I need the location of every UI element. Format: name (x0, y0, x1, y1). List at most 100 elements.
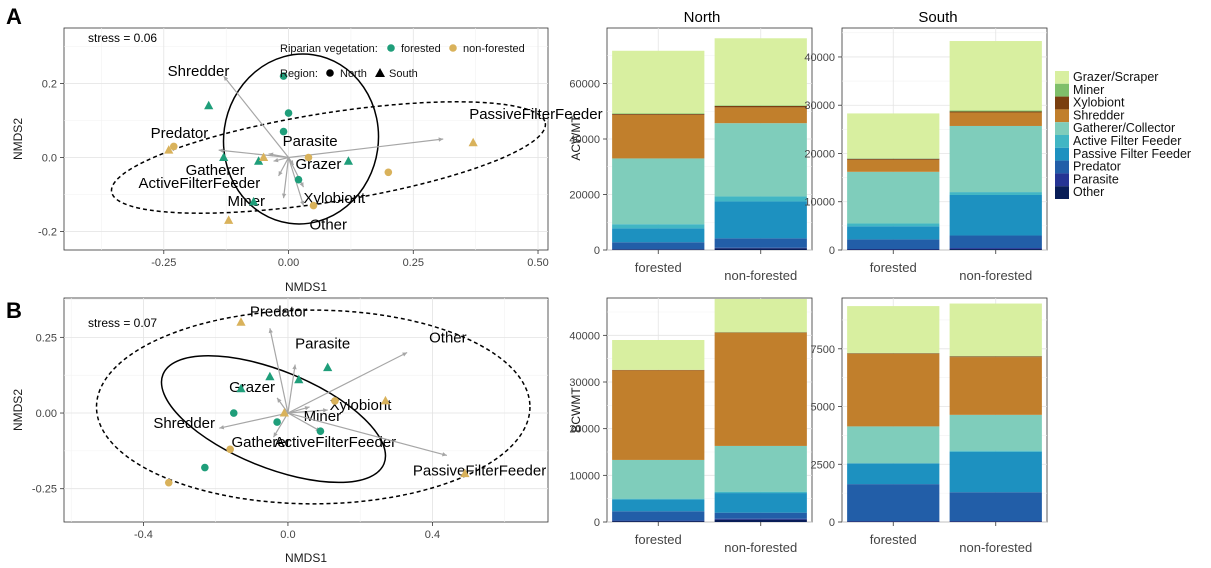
bar-segment-parasite (714, 247, 807, 249)
x-axis-title-a: NMDS1 (285, 280, 327, 294)
vector-xylobiont-head (299, 182, 304, 188)
vector-label-parasite: Parasite (283, 133, 338, 150)
legend-label-active-filter-feeder: Active Filter Feeder (1073, 134, 1181, 148)
bar-segment-xylobiont (612, 114, 705, 115)
bar-segment-active-filter-feeder (714, 196, 807, 202)
vector-shredder-arrow (219, 412, 289, 429)
site-point (309, 201, 318, 210)
site-point (279, 127, 288, 136)
site-point (258, 152, 269, 161)
x-tick-label: forested (635, 532, 682, 547)
site-point (204, 100, 214, 110)
bar-chart-a-south: 0 10000 20000 30000 40000 forested non-foreste… (804, 27, 1048, 283)
legend-swatch-xylobiont (1055, 96, 1069, 110)
nmds-b-points (164, 317, 470, 487)
nonforested-ellipse (110, 101, 547, 214)
nmds-b-vectors: Predator Parasite Other Grazer Xylobiont Shre… (153, 303, 546, 479)
legend-forested-label: forested (401, 43, 441, 55)
bar-segment-xylobiont (949, 111, 1042, 113)
legend-label-passive-filter-feeder: Passive Filter Feeder (1073, 147, 1191, 161)
bar-segment-shredder (847, 353, 940, 427)
y-tick-label: -0.25 (32, 484, 57, 496)
site-point (316, 427, 325, 435)
site-point (294, 374, 304, 384)
site-point (253, 156, 264, 165)
y-tick-label: -0.2 (38, 227, 57, 239)
bar-segment-active-filter-feeder (949, 450, 1042, 452)
x-tick-label: non-forested (724, 268, 797, 283)
legend-label-shredder: Shredder (1073, 108, 1124, 122)
y-tick-label: 0.00 (36, 408, 57, 420)
nmds-a-ticks: -0.25 0.00 0.25 0.50 -0.2 0.0 0.2 (38, 79, 549, 270)
bar-segment-predator (612, 242, 705, 250)
legend-north-label: North (340, 68, 367, 80)
bar-segment-shredder (612, 114, 705, 159)
legend-swatch-parasite (1055, 173, 1069, 187)
site-point (219, 152, 229, 161)
x-tick-label: 0.4 (425, 529, 440, 541)
site-point (265, 371, 275, 381)
vector-predator-arrow (218, 149, 289, 159)
vector-label-miner: Miner (304, 408, 342, 425)
bar-segment-xylobiont (949, 356, 1042, 358)
vector-passivefilterfeeder-arrow (287, 412, 448, 456)
y-tick-label: 20000 (804, 148, 835, 160)
bar-segment-shredder (949, 357, 1042, 415)
site-point (226, 445, 234, 454)
bar-segment-miner (714, 105, 807, 106)
forested-ellipse (222, 53, 380, 225)
vector-parasite-arrow (287, 364, 296, 414)
y-tick-label: 0.0 (42, 153, 57, 165)
y-tick-label: 60000 (569, 79, 600, 91)
site-point (201, 463, 209, 472)
vector-label-passivefilterfeeder: PassiveFilterFeeder (413, 462, 546, 479)
y-tick-label: 40000 (569, 134, 600, 146)
nonforested-ellipse (95, 309, 531, 505)
y-tick-label: 30000 (569, 377, 600, 389)
vector-predator-arrow (269, 328, 289, 414)
vector-label-grazer: Grazer (296, 156, 342, 173)
legend-region: Region: North South (280, 68, 418, 80)
bar-segment-shredder (714, 333, 807, 446)
functional-group-legend: Grazer/ScraperMinerXylobiontShredderGath… (1055, 70, 1191, 199)
y-tick-label: 10000 (804, 197, 835, 209)
stress-label-a: stress = 0.06 (88, 31, 157, 45)
legend-nonforested-label: non-forested (463, 43, 525, 55)
legend-swatch-shredder (1055, 109, 1069, 123)
vector-activefilterfeeder-arrow (287, 412, 321, 432)
vector-passivefilterfeeder-head (438, 137, 444, 142)
legend-forested-marker (387, 44, 395, 52)
bar-segment-shredder (949, 112, 1042, 126)
bar-segment-predator (714, 512, 807, 519)
vector-parasite-head (292, 364, 297, 370)
facet-title-north: North (684, 9, 721, 26)
bar-segment-gatherer-collector (612, 158, 705, 225)
site-point (304, 153, 313, 162)
bar-segment-grazer-scraper (847, 113, 940, 159)
x-tick-label: 0.50 (527, 257, 548, 269)
bar-segment-gatherer-collector (949, 125, 1042, 193)
vector-miner-head (304, 406, 310, 411)
y-tick-label: 0 (594, 517, 600, 529)
x-tick-label: forested (870, 532, 917, 547)
site-point (236, 383, 246, 393)
bar-segment-xylobiont (847, 158, 940, 160)
bar-segment-shredder (714, 107, 807, 124)
vector-label-parasite: Parasite (295, 336, 350, 353)
nmds-a-grid (64, 28, 548, 250)
legend-label-other: Other (1073, 185, 1104, 199)
site-point (236, 317, 246, 326)
vector-label-activefilterfeeder: ActiveFilterFeeder (274, 434, 396, 451)
nmds-a-ellipses (110, 53, 547, 225)
bar-segment-shredder (612, 370, 705, 460)
bar-segment-grazer-scraper (949, 41, 1042, 111)
vector-shredder-arrow (223, 75, 290, 158)
bar-segment-grazer-scraper (612, 50, 705, 114)
bar-segment-grazer-scraper (612, 340, 705, 370)
vector-label-grazer: Grazer (229, 379, 275, 396)
y-tick-label: 7500 (811, 344, 835, 356)
x-tick-label: 0.0 (280, 529, 295, 541)
nmds-a-panel (63, 27, 549, 251)
legend-nonforested-marker (449, 44, 457, 52)
y-tick-label: 0 (594, 245, 600, 257)
